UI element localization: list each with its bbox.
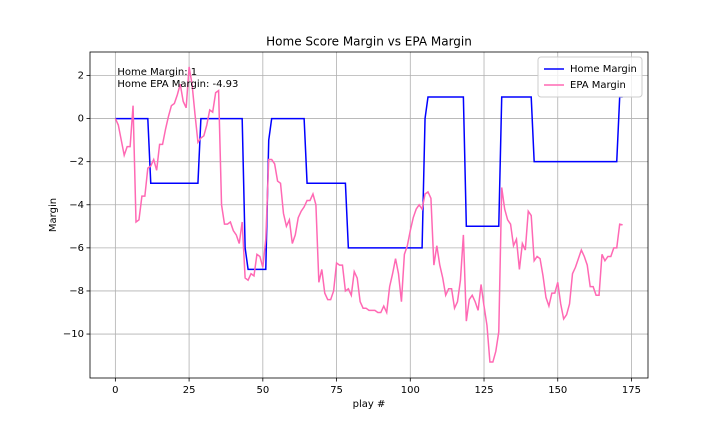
chart-title: Home Score Margin vs EPA Margin [266, 35, 472, 49]
x-tick-label: 100 [401, 385, 420, 396]
x-axis-label: play # [353, 399, 386, 410]
legend-box [537, 56, 643, 98]
x-tick-label: 25 [183, 385, 196, 396]
x-tick-label: 150 [548, 385, 567, 396]
y-tick-label: −8 [69, 286, 84, 297]
y-tick-label: −6 [69, 243, 84, 254]
x-tick-label: 75 [330, 385, 343, 396]
annotation: Home Margin: 1 [117, 67, 197, 78]
series-line [114, 66, 623, 363]
legend-label: EPA Margin [570, 80, 626, 91]
annotation: Home EPA Margin: -4.93 [117, 79, 238, 90]
x-tick-label: 0 [112, 385, 118, 396]
legend-label: Home Margin [570, 64, 637, 75]
plot-frame [89, 51, 649, 379]
y-tick-label: −2 [69, 157, 84, 168]
x-tick-label: 125 [474, 385, 493, 396]
y-tick-label: −10 [63, 329, 84, 340]
y-tick-label: 2 [78, 70, 84, 81]
y-tick-label: −4 [69, 200, 84, 211]
x-tick-label: 50 [256, 385, 269, 396]
y-tick-label: 0 [78, 114, 84, 125]
y-axis-label: Margin [48, 198, 59, 232]
x-tick-label: 175 [622, 385, 641, 396]
